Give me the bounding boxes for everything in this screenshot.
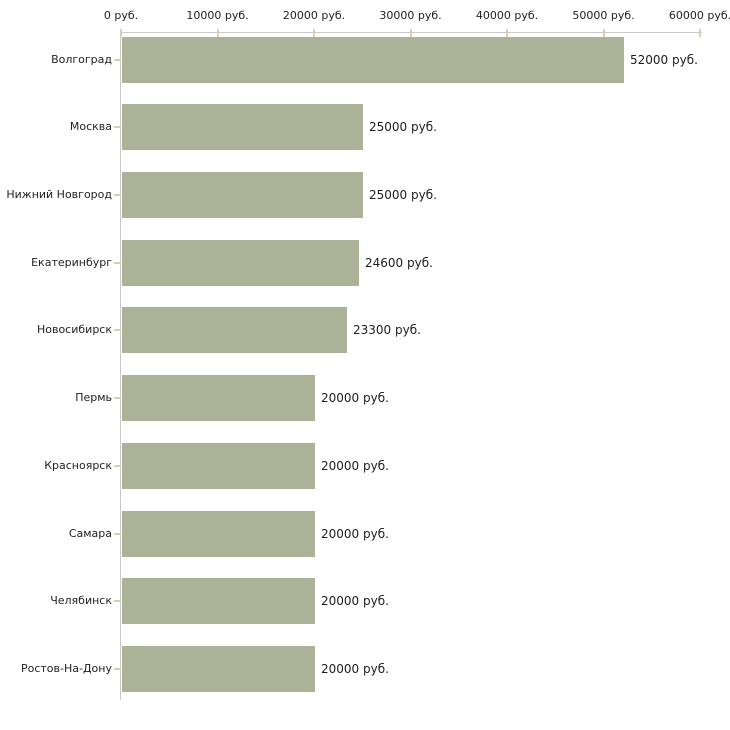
bar-2 [122,104,363,151]
x-axis-tick [216,29,219,37]
bar-10 [122,645,315,692]
x-axis-tick [506,29,508,37]
x-axis-tick [313,29,315,37]
x-axis-tick-label: 50000 руб. [572,9,635,22]
bar-value-label: 52000 руб. [630,52,698,67]
bar-6 [122,375,315,422]
category-label: Красноярск [44,458,112,472]
category-label: Пермь [75,391,112,405]
x-axis-tick-label: 40000 руб. [475,9,539,22]
y-axis-tick [114,464,121,467]
bar-value-label: 25000 руб. [369,187,437,202]
bar-value-label: 20000 руб. [321,458,389,473]
y-axis-tick [114,397,121,400]
y-axis-tick [114,126,121,129]
bar-value-label: 20000 руб. [321,391,389,406]
y-axis-tick [114,193,121,196]
bar-value-label: 24600 руб. [365,255,433,270]
category-label: Новосибирск [36,323,112,337]
bar-9 [122,578,315,625]
category-label: Ростов-На-Дону [20,661,112,675]
bar-3 [122,171,363,218]
bar-value-label: 25000 руб. [369,120,437,135]
category-label: Екатеринбург [31,255,112,269]
y-axis-tick [114,261,121,264]
x-axis-tick-label: 10000 руб. [186,9,249,22]
bar-value-label: 23300 руб. [353,323,421,338]
bar-1 [122,36,624,83]
x-axis-tick-label: 20000 руб. [282,9,346,22]
bar-8 [122,510,315,557]
category-label: Челябинск [50,594,112,608]
x-axis-tick [120,29,122,37]
bar-4 [122,239,359,286]
bar-value-label: 20000 руб. [321,661,389,676]
x-axis-tick-label: 60000 руб. [668,9,730,22]
bar-7 [122,442,315,489]
category-label: Нижний Новгород [6,187,112,201]
category-label: Самара [68,526,112,540]
x-axis-tick-label: 30000 руб. [379,9,442,22]
y-axis-tick [114,600,121,603]
bar-5 [122,307,347,354]
category-label: Волгоград [51,52,112,66]
x-axis-tick [409,29,412,37]
bar-value-label: 20000 руб. [321,594,389,609]
y-axis-tick [114,667,121,670]
bar-value-label: 20000 руб. [321,526,389,541]
x-axis-tick [699,29,701,37]
y-axis-tick [114,329,121,332]
category-label: Москва [69,120,112,134]
x-axis-tick-label: 0 руб. [103,9,139,22]
y-axis-tick [114,58,121,61]
x-axis-tick [602,29,605,37]
y-axis-tick [114,532,121,535]
